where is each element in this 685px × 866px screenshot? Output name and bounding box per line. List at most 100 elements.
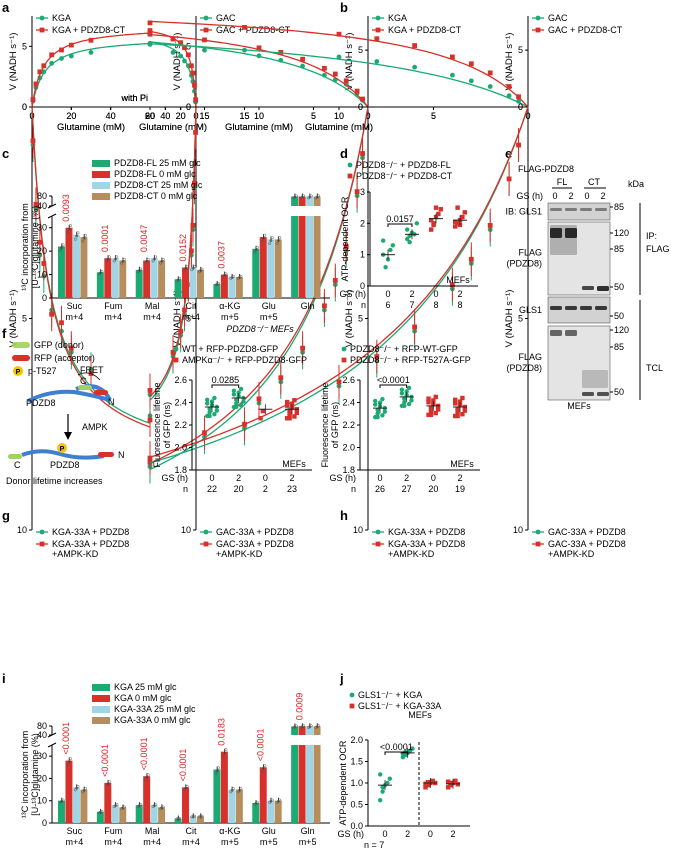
c-terminus-2: C bbox=[14, 460, 21, 470]
blot-label: GLS1 bbox=[519, 305, 542, 315]
legend-marker bbox=[375, 541, 381, 547]
data-point bbox=[383, 265, 388, 270]
legend-label-2: +AMPK-KD bbox=[52, 549, 99, 559]
replicate-point bbox=[262, 766, 265, 770]
legend-swatch bbox=[92, 171, 110, 178]
bar bbox=[150, 258, 158, 298]
category-label: α-KG bbox=[219, 826, 240, 836]
data-point bbox=[242, 24, 247, 30]
replicate-point bbox=[67, 227, 71, 231]
bar bbox=[274, 239, 282, 298]
n-label: n bbox=[361, 300, 366, 310]
bar bbox=[158, 260, 166, 298]
blot-membrane bbox=[547, 202, 611, 221]
data-point bbox=[431, 222, 436, 228]
gs-value: 2 bbox=[457, 289, 462, 299]
data-point bbox=[382, 409, 387, 414]
bar bbox=[96, 811, 104, 823]
data-point bbox=[214, 408, 219, 413]
data-point bbox=[260, 408, 266, 414]
legend-marker bbox=[203, 541, 209, 547]
replicate-point bbox=[200, 814, 204, 818]
y-tick-label: 5 bbox=[358, 314, 363, 324]
legend-label: KGA + PDZD8-CT bbox=[52, 25, 126, 35]
x-tick-label: 10 bbox=[254, 111, 264, 121]
data-point bbox=[231, 388, 237, 393]
y-axis-label: ATP-dependent OCR bbox=[340, 196, 350, 281]
n-label: n bbox=[183, 484, 188, 494]
bar bbox=[189, 267, 197, 298]
data-point bbox=[68, 345, 74, 351]
legend-label: PDZD8-CT 25 mM glc bbox=[114, 180, 203, 190]
legend-marker bbox=[535, 529, 541, 535]
kda-marker: 120 bbox=[614, 228, 629, 238]
data-point bbox=[182, 58, 187, 64]
legend-gfp: GFP (donor) bbox=[34, 340, 84, 350]
bar bbox=[298, 216, 306, 298]
group-label-tcl: TCL bbox=[646, 363, 663, 373]
footnote: MEFs bbox=[567, 401, 591, 411]
replicate-point bbox=[178, 277, 182, 281]
x-tick-label: 5 bbox=[311, 111, 316, 121]
y-tick-label: 0 bbox=[360, 281, 365, 291]
y-axis-label: Fluorescence lifetime bbox=[320, 382, 330, 467]
data-point bbox=[207, 406, 212, 411]
bar bbox=[158, 807, 166, 823]
data-point bbox=[59, 47, 64, 53]
legend-swatch bbox=[92, 706, 110, 713]
data-point bbox=[429, 218, 434, 223]
p-value: 0.0157 bbox=[386, 214, 414, 224]
y-tick-label: 1 bbox=[360, 250, 365, 260]
data-point bbox=[170, 50, 176, 55]
data-point bbox=[407, 239, 412, 245]
data-point bbox=[300, 345, 305, 351]
x-tick-label: 15 bbox=[199, 111, 209, 121]
data-point bbox=[68, 42, 74, 48]
data-point bbox=[516, 98, 521, 104]
data-point bbox=[300, 63, 305, 69]
data-point bbox=[374, 36, 380, 42]
bar bbox=[80, 789, 88, 823]
category-label: Gln bbox=[301, 826, 315, 836]
kda-marker: 50 bbox=[614, 282, 624, 292]
data-point bbox=[360, 151, 365, 156]
replicate-point bbox=[115, 803, 119, 807]
replicate-point bbox=[178, 816, 182, 820]
lane-group-fl: FL bbox=[557, 177, 568, 187]
data-point bbox=[380, 789, 385, 794]
y-tick-label: 10 bbox=[353, 525, 363, 535]
legend-label: KGA-33A + PDZD8 bbox=[388, 539, 465, 549]
replicate-point bbox=[154, 255, 158, 259]
data-point bbox=[170, 36, 176, 42]
kda-marker: 50 bbox=[614, 387, 624, 397]
replicate-point bbox=[278, 798, 282, 802]
annotation: with Pi bbox=[120, 93, 148, 103]
data-point bbox=[487, 70, 493, 76]
x-axis-label: Glutamine (mM) bbox=[57, 122, 125, 133]
data-point bbox=[450, 54, 455, 60]
legend-label: GAC-33A + PDZD8 bbox=[216, 539, 294, 549]
gs-value: 2 bbox=[450, 829, 455, 839]
annotation: with Pi bbox=[120, 93, 148, 103]
data-point bbox=[256, 53, 262, 59]
legend-marker bbox=[39, 27, 45, 33]
bar bbox=[235, 789, 243, 823]
legend-label: GAC-33A + PDZD8 bbox=[216, 527, 294, 537]
legend-label: WT + RFP-PDZD8-GFP bbox=[182, 344, 278, 354]
data-point bbox=[462, 408, 467, 413]
replicate-point bbox=[60, 246, 64, 249]
gs-value: 0 bbox=[433, 289, 438, 299]
data-point bbox=[207, 410, 212, 415]
sig-bracket bbox=[379, 384, 408, 388]
replicate-point bbox=[82, 236, 86, 240]
bar bbox=[196, 816, 204, 823]
legend-marker bbox=[39, 529, 45, 535]
data-point bbox=[402, 396, 407, 401]
kda-marker: 120 bbox=[614, 325, 629, 335]
replicate-point bbox=[145, 775, 149, 779]
blot-band bbox=[597, 286, 609, 291]
data-point bbox=[375, 411, 380, 416]
category-label: Mal bbox=[145, 301, 160, 311]
